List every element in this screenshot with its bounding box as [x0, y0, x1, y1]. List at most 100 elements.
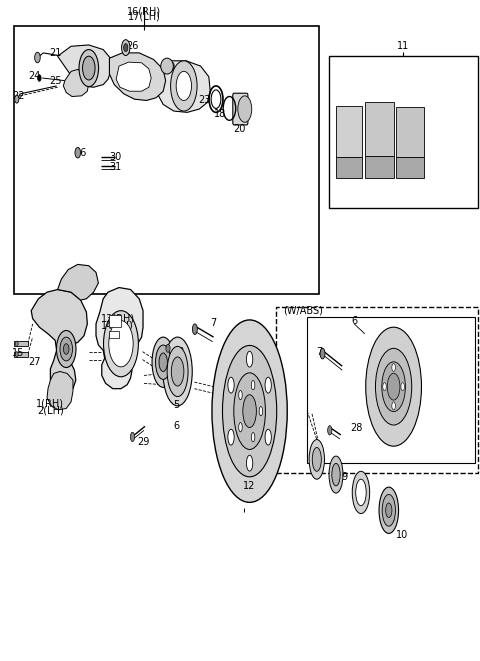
- FancyBboxPatch shape: [109, 330, 119, 338]
- Ellipse shape: [320, 348, 325, 359]
- Bar: [307, 317, 475, 463]
- Ellipse shape: [170, 61, 197, 111]
- Ellipse shape: [332, 463, 340, 486]
- Ellipse shape: [379, 487, 398, 533]
- Ellipse shape: [15, 341, 18, 346]
- FancyBboxPatch shape: [109, 315, 121, 327]
- Text: 6: 6: [174, 421, 180, 432]
- Text: 23: 23: [198, 95, 210, 106]
- Ellipse shape: [15, 352, 18, 357]
- Text: 11: 11: [397, 41, 409, 52]
- Ellipse shape: [246, 455, 253, 471]
- Text: 2(LH): 2(LH): [37, 405, 64, 416]
- Text: 21: 21: [49, 48, 61, 58]
- Ellipse shape: [383, 383, 386, 391]
- Ellipse shape: [166, 344, 170, 352]
- Ellipse shape: [60, 337, 72, 361]
- Ellipse shape: [37, 75, 41, 81]
- Ellipse shape: [352, 471, 370, 514]
- Ellipse shape: [212, 320, 287, 502]
- FancyBboxPatch shape: [336, 157, 362, 178]
- Ellipse shape: [57, 330, 76, 368]
- FancyBboxPatch shape: [365, 156, 394, 178]
- Ellipse shape: [163, 337, 192, 406]
- Ellipse shape: [234, 373, 265, 449]
- Text: 12: 12: [243, 481, 256, 491]
- Text: 6: 6: [351, 315, 357, 326]
- Ellipse shape: [124, 44, 128, 52]
- Text: 7: 7: [210, 317, 217, 328]
- Text: 3: 3: [388, 514, 394, 524]
- Ellipse shape: [156, 345, 171, 379]
- Ellipse shape: [375, 348, 412, 425]
- Text: 24: 24: [28, 71, 41, 81]
- Ellipse shape: [239, 391, 242, 400]
- FancyBboxPatch shape: [14, 341, 28, 346]
- Text: 20: 20: [233, 124, 245, 134]
- Ellipse shape: [167, 346, 188, 397]
- FancyBboxPatch shape: [365, 102, 394, 156]
- FancyBboxPatch shape: [396, 157, 424, 178]
- Ellipse shape: [131, 432, 134, 442]
- Text: 26: 26: [74, 148, 87, 159]
- Text: (W/ABS): (W/ABS): [283, 305, 323, 316]
- Text: 8: 8: [177, 346, 183, 357]
- Ellipse shape: [176, 71, 192, 100]
- Text: 9: 9: [342, 472, 348, 483]
- Polygon shape: [157, 61, 210, 112]
- Polygon shape: [116, 62, 151, 91]
- FancyBboxPatch shape: [336, 106, 362, 157]
- Ellipse shape: [83, 56, 95, 80]
- Ellipse shape: [265, 429, 271, 445]
- Ellipse shape: [75, 147, 81, 158]
- Text: 16(RH): 16(RH): [127, 7, 161, 17]
- Ellipse shape: [109, 321, 133, 367]
- Ellipse shape: [152, 337, 174, 387]
- Ellipse shape: [382, 362, 406, 412]
- Text: 19: 19: [164, 62, 177, 73]
- FancyBboxPatch shape: [14, 352, 28, 357]
- Ellipse shape: [171, 357, 184, 386]
- Text: 29: 29: [137, 436, 149, 447]
- Ellipse shape: [79, 50, 98, 87]
- Text: 22: 22: [12, 91, 24, 101]
- Bar: [14, 26, 319, 294]
- Text: 5: 5: [173, 399, 180, 410]
- Text: 15: 15: [12, 348, 24, 358]
- Ellipse shape: [252, 432, 255, 442]
- Text: 25: 25: [49, 75, 61, 86]
- Ellipse shape: [243, 395, 256, 428]
- Ellipse shape: [223, 346, 276, 477]
- Ellipse shape: [228, 429, 234, 445]
- Ellipse shape: [239, 422, 242, 432]
- Ellipse shape: [392, 364, 396, 371]
- Text: 31: 31: [109, 161, 122, 172]
- Text: 17(LH): 17(LH): [128, 12, 160, 22]
- Text: 10: 10: [396, 530, 408, 541]
- Ellipse shape: [387, 373, 400, 400]
- Ellipse shape: [35, 52, 40, 63]
- Ellipse shape: [252, 381, 255, 390]
- Ellipse shape: [382, 494, 396, 526]
- FancyBboxPatch shape: [396, 107, 424, 157]
- Ellipse shape: [246, 351, 253, 367]
- Ellipse shape: [312, 447, 321, 471]
- Ellipse shape: [192, 324, 197, 334]
- Ellipse shape: [238, 96, 252, 122]
- Text: 26: 26: [126, 41, 138, 52]
- Ellipse shape: [121, 40, 130, 56]
- Text: 28: 28: [350, 423, 362, 434]
- Text: 1(RH): 1(RH): [36, 398, 64, 408]
- Bar: [329, 56, 478, 208]
- Ellipse shape: [329, 456, 343, 493]
- Ellipse shape: [161, 58, 173, 74]
- Polygon shape: [47, 371, 73, 410]
- Polygon shape: [58, 264, 98, 300]
- Text: 4: 4: [360, 488, 365, 499]
- Polygon shape: [63, 69, 89, 97]
- Ellipse shape: [159, 353, 168, 371]
- Ellipse shape: [401, 383, 405, 391]
- Ellipse shape: [392, 402, 396, 410]
- Polygon shape: [31, 290, 87, 393]
- Polygon shape: [96, 288, 143, 389]
